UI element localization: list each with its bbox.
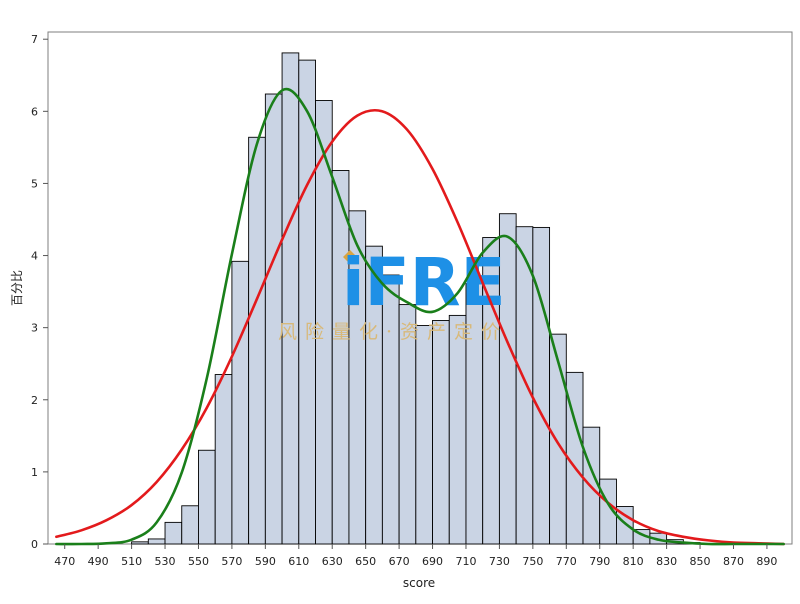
histogram-bar (264, 93, 283, 545)
y-tick-label: 0 (31, 538, 38, 551)
x-tick-label: 630 (322, 555, 343, 568)
x-tick-label: 610 (288, 555, 309, 568)
y-tick-label: 1 (31, 466, 38, 479)
histogram-bar (164, 521, 183, 545)
histogram-bar (131, 541, 149, 545)
density-curve-green (55, 87, 785, 546)
histogram-bar (532, 226, 551, 545)
x-tick-label: 790 (589, 555, 610, 568)
histogram-bar (231, 260, 250, 545)
x-tick-label: 730 (489, 555, 510, 568)
curves-layer (55, 87, 785, 546)
y-tick-label: 7 (31, 33, 38, 46)
y-tick-label: 3 (31, 322, 38, 335)
x-tick-label: 530 (155, 555, 176, 568)
x-tick-label: 870 (723, 555, 744, 568)
histogram-bar (432, 320, 450, 545)
y-tick-label: 5 (31, 177, 38, 190)
y-tick-label: 4 (31, 250, 38, 263)
histogram-bar (281, 52, 300, 545)
y-tick-label: 6 (31, 105, 38, 118)
histogram-bar (549, 333, 567, 545)
x-tick-label: 770 (556, 555, 577, 568)
x-tick-label: 550 (188, 555, 209, 568)
x-tick-label: 830 (656, 555, 677, 568)
histogram-bar (181, 505, 199, 545)
histogram-bar (147, 538, 166, 545)
y-axis-title: 百分比 (10, 270, 24, 306)
histogram-bar (331, 170, 350, 545)
y-axis: 0 1 2 3 4 5 6 7 (31, 33, 48, 551)
y-tick-label: 2 (31, 394, 38, 407)
watermark-tagline: 风险量化·资产定价 (278, 321, 508, 343)
x-tick-label: 590 (255, 555, 276, 568)
x-tick-label: 470 (54, 555, 75, 568)
histogram-bar (616, 506, 634, 545)
bars-layer (131, 52, 701, 545)
x-tick-label: 570 (221, 555, 242, 568)
x-tick-label: 710 (455, 555, 476, 568)
watermark-diamond-icon (343, 250, 357, 264)
x-tick-label: 510 (121, 555, 142, 568)
density-curve-red (55, 108, 785, 546)
x-tick-label: 490 (88, 555, 109, 568)
x-tick-label: 850 (690, 555, 711, 568)
x-tick-label: 670 (389, 555, 410, 568)
histogram-bar (415, 325, 433, 545)
histogram-bar (214, 374, 233, 545)
x-tick-label: 690 (422, 555, 443, 568)
x-axis-title: score (403, 576, 435, 590)
histogram-bar (198, 449, 216, 545)
x-tick-label: 650 (355, 555, 376, 568)
histogram-bar (248, 136, 266, 545)
x-axis: 470 490 510 530 550 570 590 610 630 650 670 690 710 7… (54, 544, 777, 568)
x-tick-label: 890 (756, 555, 777, 568)
x-tick-label: 750 (522, 555, 543, 568)
histogram-bar (515, 226, 534, 545)
x-tick-label: 810 (623, 555, 644, 568)
histogram-bar (448, 314, 467, 545)
histogram-bar (298, 59, 316, 545)
